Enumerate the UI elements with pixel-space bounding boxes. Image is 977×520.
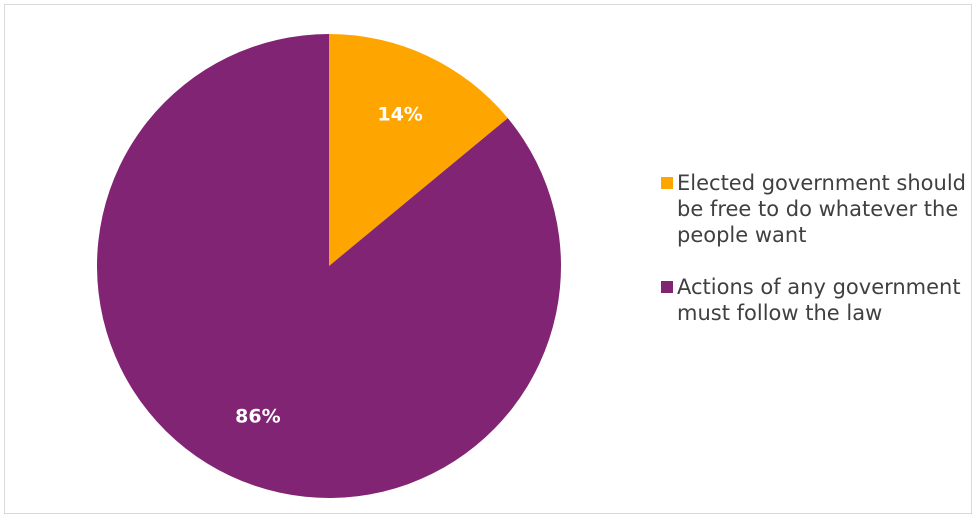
legend-item-elected-government: Elected government should be free to do … xyxy=(661,170,971,248)
legend-item-actions-follow-law: Actions of any government must follow th… xyxy=(661,274,971,326)
data-label-elected-government: 14% xyxy=(377,103,422,125)
legend-swatch-actions-follow-law xyxy=(661,281,673,293)
legend-label-actions-follow-law: Actions of any government must follow th… xyxy=(677,275,961,325)
legend-swatch-elected-government xyxy=(661,177,673,189)
pie-slice-actions-follow-law xyxy=(96,34,561,498)
data-label-actions-follow-law: 86% xyxy=(235,406,280,428)
legend: Elected government should be free to do … xyxy=(661,170,971,352)
pie-slice-elected-government xyxy=(329,34,508,266)
legend-label-elected-government: Elected government should be free to do … xyxy=(677,171,966,247)
